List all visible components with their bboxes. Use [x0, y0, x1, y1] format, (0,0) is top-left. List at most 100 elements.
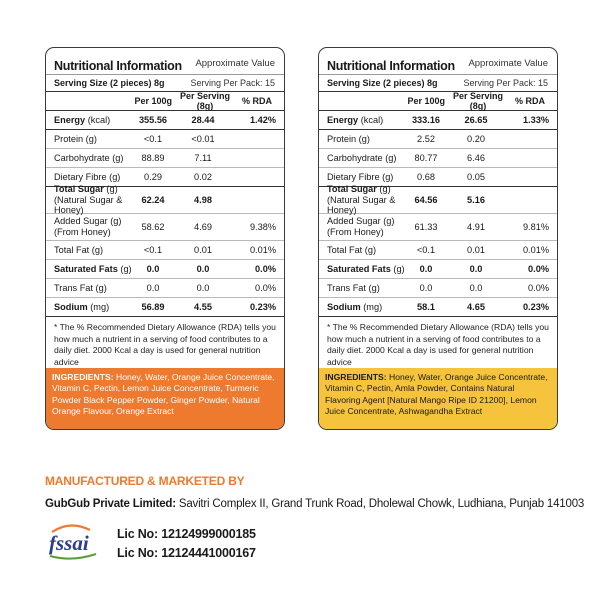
cell-per100: 333.16 — [411, 115, 441, 125]
table-row: Protein (g) <0.1 <0.01 — [46, 130, 284, 149]
table-row: Trans Fat (g) 0.0 0.0 0.0% — [46, 279, 284, 298]
cell-rda: 0.23% — [249, 302, 276, 312]
ingredients-box: INGREDIENTS: Honey, Water, Orange Juice … — [319, 368, 557, 429]
cell-serving: 4.91 — [467, 222, 485, 232]
cell-serving: 28.44 — [191, 115, 215, 125]
cell-per100: <0.1 — [416, 245, 436, 255]
cell-serving: 0.05 — [467, 172, 485, 182]
row-label: Saturated Fats — [327, 263, 391, 274]
col-per100g: Per 100g — [134, 96, 172, 106]
cell-serving: <0.01 — [191, 134, 215, 144]
row-label: Saturated Fats — [54, 263, 118, 274]
cell-per100: 0.29 — [144, 172, 162, 182]
table-row: Energy (kcal) 333.16 26.65 1.33% — [319, 111, 557, 130]
col-per100g: Per 100g — [407, 96, 445, 106]
nutrition-panel-orange: Nutritional Information Approximate Valu… — [45, 47, 285, 430]
approximate-value-label: Approximate Value — [468, 58, 548, 69]
cell-serving: 0.01 — [194, 245, 212, 255]
cell-serving: 0.0 — [469, 264, 483, 274]
cell-serving: 26.65 — [464, 115, 488, 125]
col-rda: % RDA — [242, 96, 273, 106]
cell-serving: 7.11 — [194, 153, 212, 163]
table-row: Total Sugar (g) (Natural Sugar & Honey) 6… — [46, 184, 284, 216]
fssai-logo-text: fssai — [49, 531, 89, 555]
cell-serving: 4.65 — [467, 302, 485, 312]
row-label: Trans Fat (g) — [54, 282, 107, 293]
cell-per100: 0.68 — [417, 172, 435, 182]
cell-per100: <0.1 — [143, 245, 163, 255]
nutrition-panel-yellow: Nutritional Information Approximate Valu… — [318, 47, 558, 430]
cell-rda: 0.0% — [255, 264, 276, 274]
cell-serving: 4.55 — [194, 302, 212, 312]
cell-per100: 0.0 — [146, 264, 160, 274]
row-label: Protein (g) — [327, 133, 370, 144]
row-label: Energy — [327, 114, 359, 125]
row-label: Total Sugar — [54, 184, 104, 195]
cell-per100: 88.89 — [141, 153, 165, 163]
panel-header: Nutritional Information Approximate Valu… — [46, 48, 284, 74]
row-sublabel: (Natural Sugar & Honey) — [54, 194, 123, 216]
table-row: Trans Fat (g) 0.0 0.0 0.0% — [319, 279, 557, 298]
row-sublabel: (Natural Sugar & Honey) — [327, 194, 396, 216]
table-row: Total Fat (g) <0.1 0.01 0.01% — [319, 241, 557, 260]
table-row: Energy (kcal) 355.56 28.44 1.42% — [46, 111, 284, 130]
cell-per100: 61.33 — [414, 222, 438, 232]
cell-per100: 80.77 — [414, 153, 438, 163]
table-row: Sodium (mg) 58.1 4.65 0.23% — [319, 298, 557, 317]
table-row: Saturated Fats (g) 0.0 0.0 0.0% — [319, 260, 557, 279]
ingredients-label: INGREDIENTS: — [52, 372, 114, 382]
company-name: GubGub Private Limited: — [45, 498, 176, 510]
cell-per100: <0.1 — [143, 134, 163, 144]
cell-serving: 0.02 — [194, 172, 212, 182]
table-row: Dietary Fibre (g) 0.29 0.02 — [46, 168, 284, 187]
row-sublabel: (From Honey) — [327, 227, 384, 237]
serving-per-pack: Serving Per Pack: 15 — [190, 78, 275, 88]
cell-rda: 0.0% — [528, 283, 549, 293]
serving-size: Serving Size (2 pieces) 8g — [327, 78, 438, 88]
cell-serving: 4.98 — [194, 195, 212, 205]
ingredients-text: Honey, Water, Orange Juice Concentrate, … — [52, 372, 275, 416]
row-label: Trans Fat (g) — [327, 282, 380, 293]
cell-per100: 58.62 — [141, 222, 165, 232]
table-row: Sodium (mg) 56.89 4.55 0.23% — [46, 298, 284, 317]
row-unit: (mg) — [90, 301, 110, 312]
row-unit: (g) — [106, 184, 118, 195]
panel-header: Nutritional Information Approximate Valu… — [319, 48, 557, 74]
cell-serving: 0.0 — [196, 283, 210, 293]
cell-per100: 2.52 — [417, 134, 435, 144]
rda-footnote: * The % Recommended Dietary Allowance (R… — [54, 322, 276, 367]
cell-serving: 4.69 — [194, 222, 212, 232]
table-row: Carbohydrate (g) 88.89 7.11 — [46, 149, 284, 168]
cell-rda: 0.01% — [522, 245, 549, 255]
approximate-value-label: Approximate Value — [195, 58, 275, 69]
col-per-serving: Per Serving (8g) — [179, 91, 231, 111]
manufacturer-heading: MANUFACTURED & MARKETED BY — [45, 474, 245, 488]
cell-serving: 0.0 — [196, 264, 210, 274]
manufacturer-address: GubGub Private Limited: Savitri Complex … — [45, 498, 584, 510]
cell-per100: 0.0 — [419, 264, 433, 274]
serving-per-pack: Serving Per Pack: 15 — [463, 78, 548, 88]
row-label: Total Sugar — [327, 184, 377, 195]
cell-serving: 0.01 — [467, 245, 485, 255]
license-number-2: Lic No: 12124441000167 — [117, 546, 256, 560]
panel-title: Nutritional Information — [327, 59, 455, 73]
row-label: Dietary Fibre (g) — [327, 171, 394, 182]
cell-serving: 6.46 — [467, 153, 485, 163]
row-label: Energy — [54, 114, 86, 125]
row-unit: (kcal) — [360, 114, 384, 125]
cell-rda: 1.33% — [522, 115, 549, 125]
row-label: Carbohydrate (g) — [327, 152, 397, 163]
cell-rda: 9.81% — [522, 222, 549, 232]
column-header: Per 100g Per Serving (8g) % RDA — [46, 91, 284, 111]
row-label: Protein (g) — [54, 133, 97, 144]
row-unit: (g) — [393, 263, 405, 274]
panel-title: Nutritional Information — [54, 59, 182, 73]
cell-serving: 0.0 — [469, 283, 483, 293]
cell-per100: 58.1 — [417, 302, 435, 312]
table-row: Added Sugar (g) (From Honey) 61.33 4.91 9… — [319, 214, 557, 241]
row-label: Dietary Fibre (g) — [54, 171, 121, 182]
table-row: Saturated Fats (g) 0.0 0.0 0.0% — [46, 260, 284, 279]
table-row: Added Sugar (g) (From Honey) 58.62 4.69 9… — [46, 214, 284, 241]
cell-per100: 56.89 — [141, 302, 165, 312]
cell-per100: 355.56 — [138, 115, 168, 125]
